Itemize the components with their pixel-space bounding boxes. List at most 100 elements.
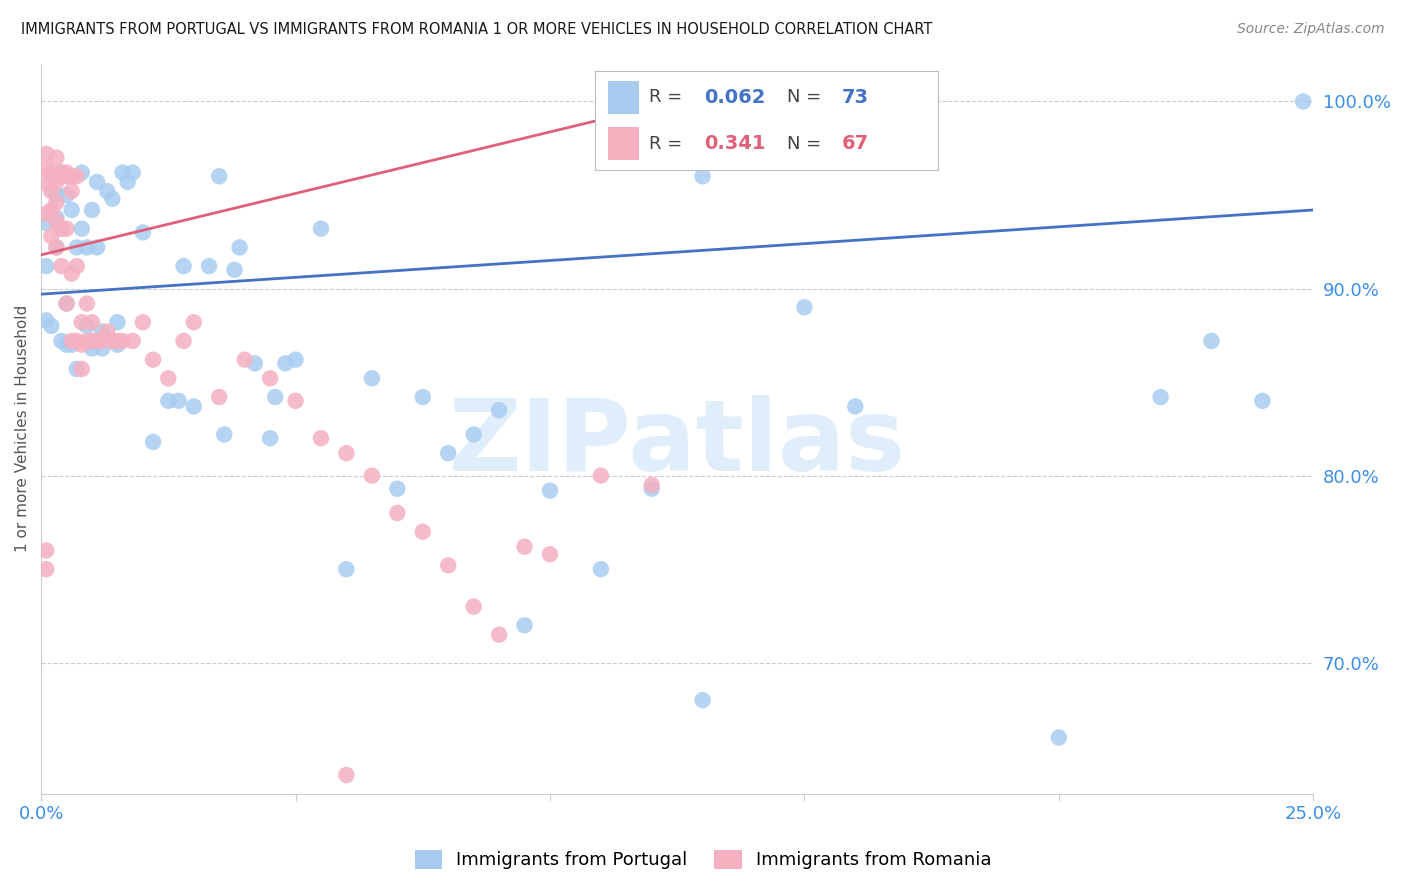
Legend: Immigrants from Portugal, Immigrants from Romania: Immigrants from Portugal, Immigrants fro… <box>405 841 1001 879</box>
Point <box>60 334 83 348</box>
Point <box>66 259 89 273</box>
Point <box>91 334 114 348</box>
Point <box>60 184 83 198</box>
Point <box>157 371 180 385</box>
Point <box>121 334 143 348</box>
Point <box>167 393 190 408</box>
Point <box>259 371 281 385</box>
Point <box>1149 390 1171 404</box>
Point <box>844 400 866 414</box>
Point <box>437 446 460 460</box>
Point <box>45 151 67 165</box>
Point <box>66 362 89 376</box>
Point <box>96 325 118 339</box>
Point <box>70 362 93 376</box>
Point <box>80 334 103 348</box>
Point <box>66 240 89 254</box>
Point <box>39 202 62 217</box>
Point <box>157 393 180 408</box>
Point <box>70 165 93 179</box>
Point <box>80 342 103 356</box>
Point <box>66 334 89 348</box>
Point <box>284 352 307 367</box>
Point <box>228 240 250 254</box>
Point <box>39 229 62 244</box>
Point <box>208 390 231 404</box>
Point <box>309 431 332 445</box>
Point <box>224 263 246 277</box>
Point <box>513 540 536 554</box>
Point <box>35 177 58 191</box>
Text: Source: ZipAtlas.com: Source: ZipAtlas.com <box>1237 22 1385 37</box>
Point <box>412 390 434 404</box>
Point <box>51 334 73 348</box>
Point <box>101 334 124 348</box>
Point <box>793 300 815 314</box>
Point <box>51 165 73 179</box>
Point <box>55 337 77 351</box>
Point <box>60 267 83 281</box>
Point <box>335 446 357 460</box>
Point <box>1201 334 1223 348</box>
Point <box>35 543 58 558</box>
Point <box>132 315 155 329</box>
Point <box>117 175 139 189</box>
Point <box>284 393 307 408</box>
Point <box>142 434 165 449</box>
Point <box>513 618 536 632</box>
Point <box>39 184 62 198</box>
Point <box>1292 95 1315 109</box>
Point <box>45 214 67 228</box>
Point <box>66 169 89 184</box>
Point <box>91 342 114 356</box>
Point <box>96 184 118 198</box>
Point <box>55 296 77 310</box>
Point <box>39 318 62 333</box>
Point <box>35 216 58 230</box>
Point <box>101 192 124 206</box>
Point <box>589 468 612 483</box>
Point <box>463 427 485 442</box>
Point <box>55 188 77 202</box>
Point <box>142 352 165 367</box>
Point <box>76 334 98 348</box>
Point <box>387 482 409 496</box>
Point <box>488 627 510 641</box>
Point <box>641 478 664 492</box>
Point <box>463 599 485 614</box>
Point <box>60 169 83 184</box>
Y-axis label: 1 or more Vehicles in Household: 1 or more Vehicles in Household <box>15 305 30 552</box>
Point <box>35 146 58 161</box>
Point <box>198 259 221 273</box>
Point <box>183 315 205 329</box>
Point <box>45 175 67 189</box>
Point <box>121 165 143 179</box>
Point <box>45 211 67 225</box>
Point <box>107 315 129 329</box>
Point <box>274 356 297 370</box>
Point <box>107 334 129 348</box>
Point <box>39 169 62 184</box>
Point <box>45 240 67 254</box>
Point <box>111 334 134 348</box>
Point <box>35 562 58 576</box>
Point <box>692 169 714 184</box>
Point <box>641 482 664 496</box>
Point <box>35 259 58 273</box>
Point <box>111 165 134 179</box>
Point <box>692 693 714 707</box>
Point <box>35 161 58 176</box>
Point <box>60 337 83 351</box>
Point <box>335 768 357 782</box>
Point <box>309 221 332 235</box>
Point <box>335 562 357 576</box>
Point <box>45 188 67 202</box>
Point <box>39 165 62 179</box>
Point <box>51 221 73 235</box>
Point <box>91 325 114 339</box>
Point <box>39 169 62 184</box>
Text: ZIPatlas: ZIPatlas <box>449 395 905 492</box>
Point <box>132 226 155 240</box>
Point <box>55 165 77 179</box>
Point <box>1047 731 1070 745</box>
